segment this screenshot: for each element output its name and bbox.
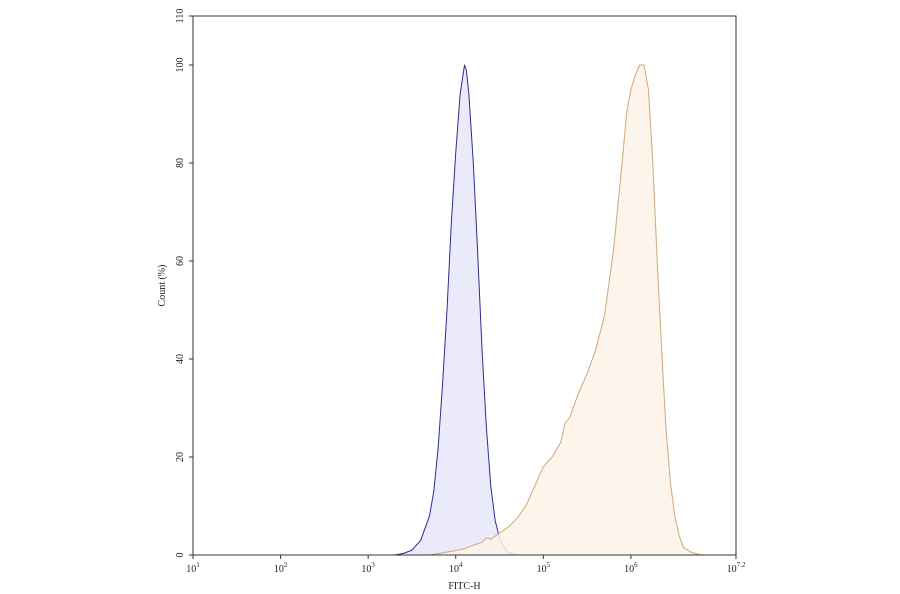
x-tick-exponent: 4 [459, 561, 463, 569]
x-tick-exponent: 1 [196, 561, 200, 569]
histogram-series-2 [192, 64, 737, 556]
x-tick-exponent: 7.2 [737, 561, 746, 569]
x-tick-exponent: 6 [634, 561, 638, 569]
x-tick-exponent: 5 [547, 561, 551, 569]
y-axis-title: Count (%) [157, 265, 168, 307]
x-tick-label: 102 [274, 561, 288, 575]
y-tick-label: 20 [175, 452, 186, 462]
x-tick-label: 101 [186, 561, 200, 575]
x-tick-label: 103 [361, 561, 375, 575]
x-tick-base: 10 [361, 564, 371, 575]
x-tick-exponent: 3 [371, 561, 375, 569]
plot-frame [192, 15, 737, 556]
x-tick-label: 104 [449, 561, 463, 575]
y-tick-label: 40 [175, 354, 186, 364]
x-tick-base: 10 [449, 564, 459, 575]
x-axis-title: FITC-H [448, 581, 480, 592]
x-tick-exponent: 2 [284, 561, 288, 569]
y-tick-label: 0 [175, 553, 186, 558]
x-axis: 101 102 103 104 105 106 107.2 [186, 555, 746, 575]
x-tick-label: 107.2 [727, 561, 746, 575]
x-tick-base: 10 [274, 564, 284, 575]
y-tick-label: 80 [175, 158, 186, 168]
x-tick-base: 10 [537, 564, 547, 575]
y-tick-label: 60 [175, 256, 186, 266]
y-axis: 0 20 40 60 80 100 110 [175, 9, 193, 558]
histogram-series-layer [192, 64, 737, 556]
x-tick-label: 105 [537, 561, 551, 575]
x-tick-label: 106 [624, 561, 638, 575]
x-tick-base: 10 [727, 564, 737, 575]
x-tick-base: 10 [186, 564, 196, 575]
y-tick-label: 110 [175, 9, 186, 24]
y-tick-label: 100 [175, 58, 186, 73]
x-tick-base: 10 [624, 564, 634, 575]
